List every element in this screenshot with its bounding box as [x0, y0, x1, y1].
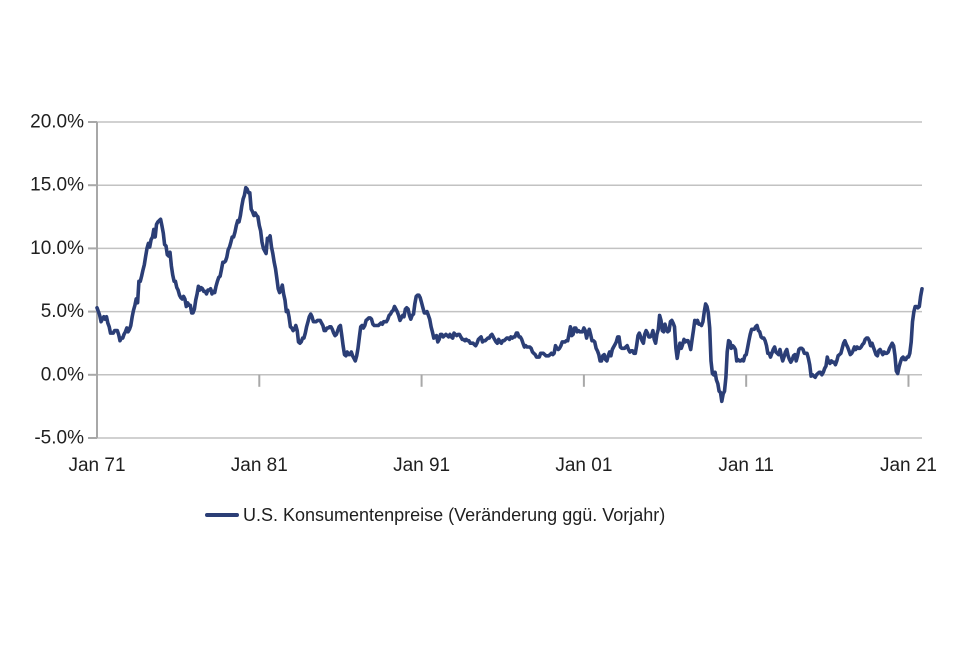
y-axis-tick-label: 20.0%: [30, 112, 84, 133]
x-axis-tick-label: Jan 11: [718, 455, 774, 476]
x-axis-tick-label: Jan 21: [880, 455, 937, 476]
y-axis-tick-label: -5.0%: [34, 428, 84, 449]
x-axis-tick-label: Jan 91: [393, 455, 450, 476]
legend-line-swatch: [205, 513, 239, 517]
x-axis-tick-label: Jan 01: [555, 455, 612, 476]
legend: U.S. Konsumentenpreise (Veränderung ggü.…: [205, 506, 665, 524]
legend-label: U.S. Konsumentenpreise (Veränderung ggü.…: [243, 505, 666, 525]
x-axis-tick-label: Jan 81: [231, 455, 288, 476]
y-axis-tick-label: 5.0%: [41, 301, 84, 322]
x-axis-tick-label: Jan 71: [68, 455, 125, 476]
y-axis-tick-label: 0.0%: [41, 364, 84, 385]
y-axis-tick-label: 10.0%: [30, 238, 84, 259]
cpi-series-line: [95, 185, 924, 404]
y-axis-tick-label: 15.0%: [30, 175, 84, 196]
